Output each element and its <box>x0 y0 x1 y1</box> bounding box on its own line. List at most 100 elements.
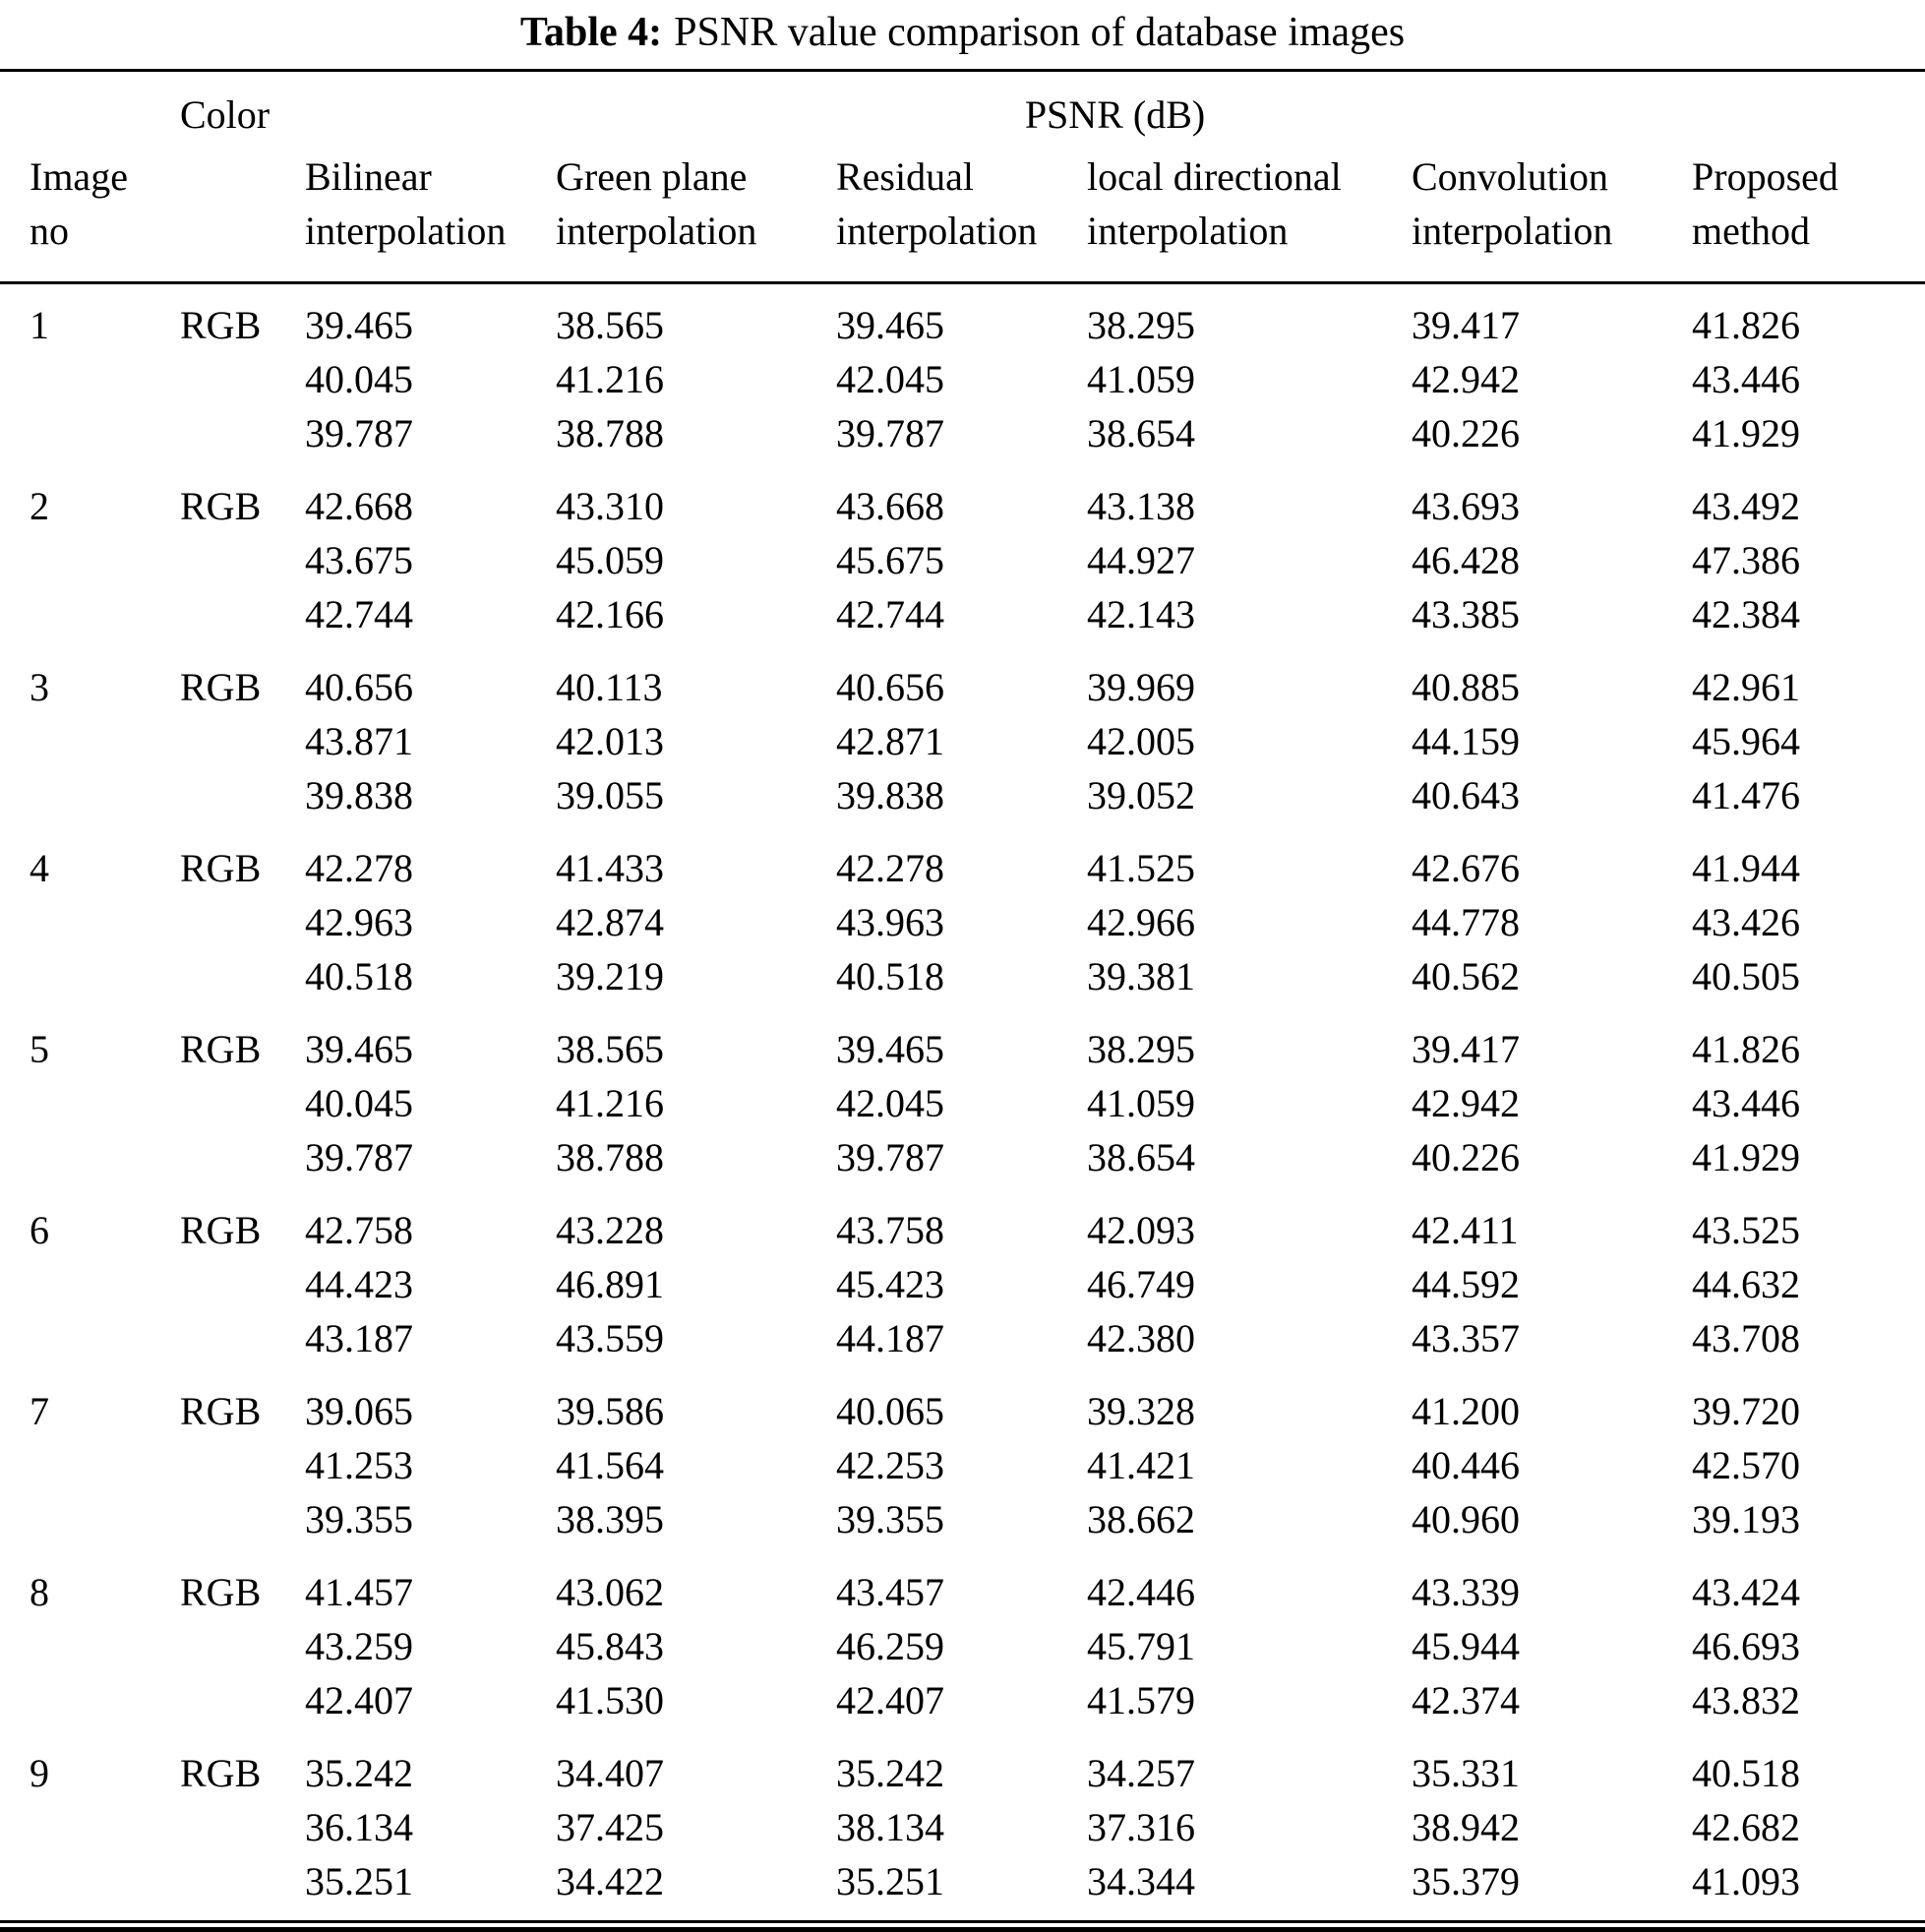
psnr-value-line: 42.374 <box>1412 1678 1520 1722</box>
psnr-value-line: 42.963 <box>305 900 413 944</box>
psnr-value-line: 44.159 <box>1412 719 1520 763</box>
psnr-value-line: 40.113 <box>556 665 663 709</box>
psnr-value-cell: 39.465 42.045 39.787 <box>836 1008 1087 1189</box>
header-method-local-directional: local directional interpolation <box>1087 150 1412 283</box>
psnr-value-line: 39.838 <box>305 773 413 817</box>
psnr-value-line: 41.929 <box>1692 1135 1800 1179</box>
psnr-value-line: 42.278 <box>305 846 413 890</box>
psnr-value-line: 42.961 <box>1692 665 1800 709</box>
psnr-value-line: 35.251 <box>836 1859 944 1903</box>
psnr-value-line: 40.226 <box>1412 411 1520 455</box>
image-no-cell: 1 <box>30 303 49 347</box>
psnr-value-line: 41.216 <box>556 357 664 401</box>
psnr-value-line: 39.787 <box>305 411 413 455</box>
method-name-line: Bilinear <box>305 154 432 199</box>
image-no-cell: 4 <box>30 846 49 890</box>
psnr-value-line: 38.654 <box>1087 411 1195 455</box>
method-name-line: Residual <box>836 154 974 199</box>
psnr-value-line: 42.407 <box>836 1678 944 1722</box>
psnr-value-cell: 42.676 44.778 40.562 <box>1412 827 1692 1008</box>
psnr-value-line: 46.693 <box>1692 1624 1800 1668</box>
psnr-value-line: 42.380 <box>1087 1316 1195 1360</box>
psnr-value-line: 37.425 <box>556 1805 664 1849</box>
psnr-value-line: 43.310 <box>556 484 664 528</box>
psnr-comparison-table: Color PSNR (dB) Image no Bilinear interp… <box>0 69 1925 1913</box>
color-cell: RGB <box>180 665 262 709</box>
psnr-value-line: 35.242 <box>305 1751 413 1795</box>
psnr-value-line: 39.787 <box>836 411 944 455</box>
psnr-value-line: 42.966 <box>1087 900 1195 944</box>
psnr-value-cell: 35.242 36.134 35.251 <box>305 1732 556 1913</box>
psnr-value-line: 40.562 <box>1412 954 1520 998</box>
table-body: 1 RGB 39.465 40.045 39.787 38.565 41.216 38.788… <box>0 283 1925 1914</box>
psnr-value-cell: 39.465 40.045 39.787 <box>305 1008 556 1189</box>
psnr-value-line: 42.744 <box>836 592 944 636</box>
psnr-value-line: 41.253 <box>305 1443 413 1487</box>
psnr-value-line: 41.944 <box>1692 846 1800 890</box>
psnr-value-cell: 41.944 43.426 40.505 <box>1692 827 1925 1008</box>
psnr-value-line: 45.791 <box>1087 1624 1195 1668</box>
psnr-value-line: 42.045 <box>836 357 944 401</box>
psnr-value-line: 39.465 <box>305 303 413 347</box>
bottom-rule-thick <box>0 1927 1925 1932</box>
psnr-value-line: 41.929 <box>1692 411 1800 455</box>
psnr-value-cell: 40.656 43.871 39.838 <box>305 646 556 827</box>
psnr-value-cell: 43.228 46.891 43.559 <box>556 1189 836 1370</box>
psnr-value-line: 45.964 <box>1692 719 1800 763</box>
psnr-value-cell: 42.411 44.592 43.357 <box>1412 1189 1692 1370</box>
psnr-value-line: 43.832 <box>1692 1678 1800 1722</box>
psnr-value-line: 43.187 <box>305 1316 413 1360</box>
psnr-value-line: 42.682 <box>1692 1805 1800 1849</box>
table-caption-text: PSNR value comparison of database images <box>674 10 1406 55</box>
method-name-line: method <box>1692 209 1810 253</box>
psnr-value-line: 43.357 <box>1412 1316 1520 1360</box>
psnr-value-line: 39.417 <box>1412 1027 1520 1071</box>
header-empty-cell <box>0 71 180 151</box>
psnr-value-line: 39.417 <box>1412 303 1520 347</box>
table-row: 8 RGB 41.457 43.259 42.407 43.062 45.843 41.530… <box>0 1551 1925 1732</box>
psnr-value-line: 43.259 <box>305 1624 413 1668</box>
psnr-value-line: 34.344 <box>1087 1859 1195 1903</box>
psnr-value-line: 39.355 <box>836 1497 944 1541</box>
psnr-value-cell: 38.565 41.216 38.788 <box>556 1008 836 1189</box>
psnr-value-line: 42.093 <box>1087 1208 1195 1252</box>
psnr-value-line: 41.564 <box>556 1443 664 1487</box>
psnr-value-cell: 34.407 37.425 34.422 <box>556 1732 836 1913</box>
psnr-value-line: 39.465 <box>836 1027 944 1071</box>
psnr-value-line: 43.339 <box>1412 1570 1520 1614</box>
psnr-value-line: 39.052 <box>1087 773 1195 817</box>
psnr-value-line: 43.424 <box>1692 1570 1800 1614</box>
psnr-value-line: 43.446 <box>1692 1081 1800 1125</box>
psnr-value-cell: 41.200 40.446 40.960 <box>1412 1370 1692 1551</box>
method-name-line: Green plane <box>556 154 748 199</box>
psnr-value-line: 40.065 <box>836 1389 944 1433</box>
psnr-value-line: 42.744 <box>305 592 413 636</box>
method-name-line: interpolation <box>556 209 757 253</box>
psnr-value-line: 40.045 <box>305 357 413 401</box>
psnr-value-cell: 42.668 43.675 42.744 <box>305 465 556 646</box>
psnr-value-line: 41.059 <box>1087 1081 1195 1125</box>
psnr-value-cell: 41.826 43.446 41.929 <box>1692 283 1925 466</box>
psnr-value-line: 42.253 <box>836 1443 944 1487</box>
psnr-value-cell: 42.278 42.963 40.518 <box>305 827 556 1008</box>
psnr-value-line: 42.874 <box>556 900 664 944</box>
method-name-line: Convolution <box>1412 154 1609 199</box>
psnr-value-line: 40.960 <box>1412 1497 1520 1541</box>
header-method-row: Image no Bilinear interpolation Green pl… <box>0 150 1925 283</box>
psnr-value-line: 45.843 <box>556 1624 664 1668</box>
header-image-no-line1: Image <box>30 154 128 199</box>
table-caption: Table 4: PSNR value comparison of databas… <box>0 0 1925 69</box>
method-name-line: interpolation <box>836 209 1038 253</box>
method-name-line: Proposed <box>1692 154 1838 199</box>
psnr-value-line: 39.787 <box>836 1135 944 1179</box>
psnr-value-line: 35.242 <box>836 1751 944 1795</box>
psnr-value-line: 40.226 <box>1412 1135 1520 1179</box>
psnr-value-line: 39.787 <box>305 1135 413 1179</box>
psnr-value-cell: 39.065 41.253 39.355 <box>305 1370 556 1551</box>
psnr-value-line: 40.505 <box>1692 954 1800 998</box>
psnr-value-line: 40.446 <box>1412 1443 1520 1487</box>
psnr-value-cell: 43.424 46.693 43.832 <box>1692 1551 1925 1732</box>
psnr-value-cell: 43.062 45.843 41.530 <box>556 1551 836 1732</box>
psnr-value-line: 40.885 <box>1412 665 1520 709</box>
psnr-value-cell: 41.525 42.966 39.381 <box>1087 827 1412 1008</box>
